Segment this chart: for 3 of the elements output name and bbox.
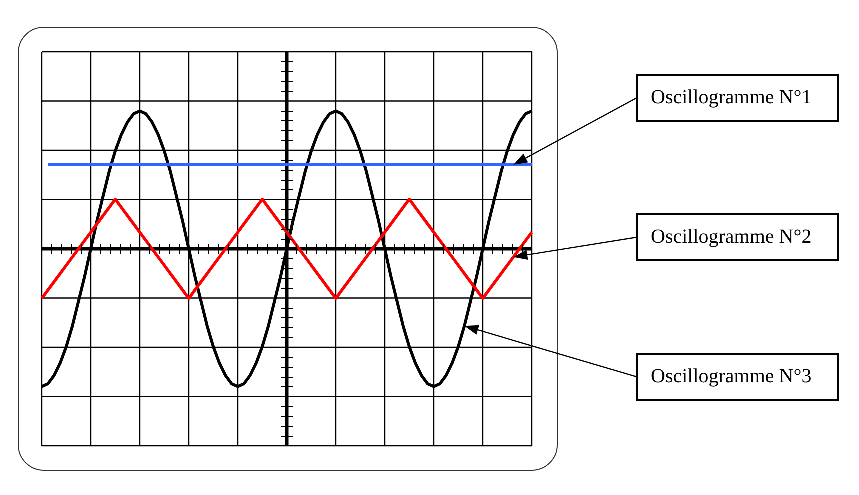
- text: Oscillogramme N°2: [651, 226, 812, 248]
- text: Oscillogramme N°3: [651, 365, 812, 388]
- text: Oscillogramme N°1: [651, 86, 812, 108]
